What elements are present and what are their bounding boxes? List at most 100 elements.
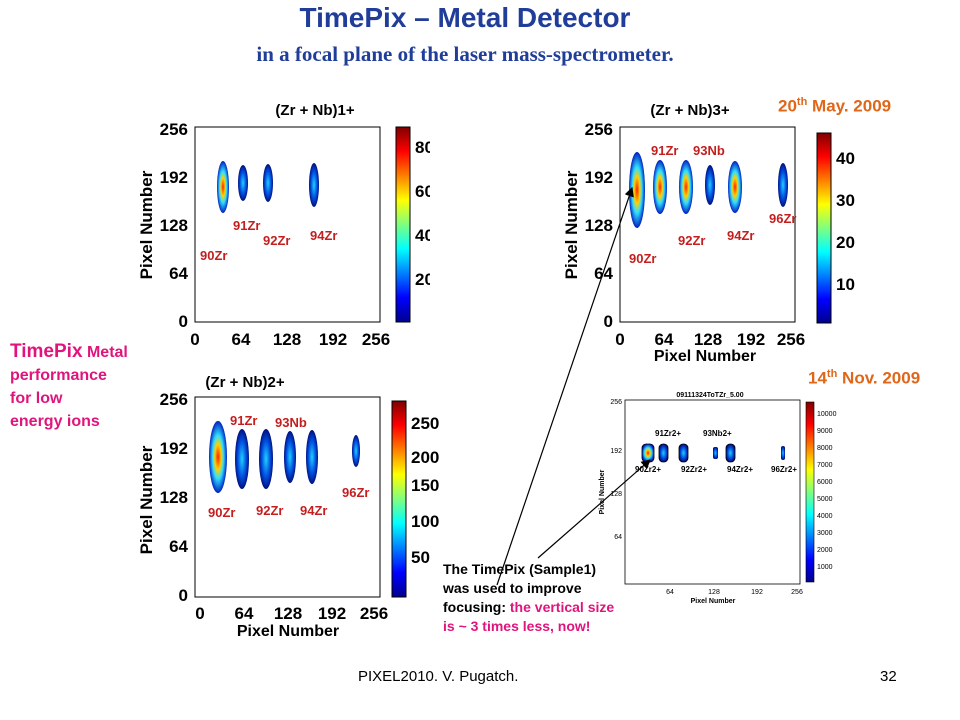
peak-label: 92Zr2+: [681, 465, 707, 474]
y-tick: 192: [585, 168, 613, 187]
peak-label: 93Nb: [693, 143, 725, 158]
heatmap-panel-1plus: (Zr + Nb)1+ 90Zr 91Zr 92Zr 94Zr 0 64 128…: [137, 102, 430, 349]
x-tick: 192: [319, 330, 347, 349]
date-suffix: th: [796, 96, 808, 108]
peak-92zr: [678, 443, 689, 463]
peak-label: 90Zr: [200, 248, 227, 263]
peak-96zr: [352, 435, 360, 467]
date-rest: Nov. 2009: [837, 368, 921, 388]
side-caption: TimePix Metal performance for low energy…: [10, 340, 190, 433]
peak-91zr: [235, 429, 249, 489]
y-axis-label: Pixel Number: [137, 170, 156, 279]
colorbar-tick: 7000: [817, 462, 833, 469]
side-caption-line1-rest: Metal: [82, 344, 128, 361]
footer-author: PIXEL2010. V. Pugatch.: [358, 668, 519, 685]
peaks: [209, 421, 360, 493]
x-tick: 256: [360, 604, 388, 623]
x-tick: 128: [708, 589, 720, 596]
x-axis-label: Pixel Number: [691, 598, 736, 605]
colorbar: [816, 132, 832, 324]
y-tick: 128: [610, 491, 622, 498]
note-line1: The TimePix (Sample1): [443, 561, 597, 577]
colorbar-tick: 200: [836, 233, 855, 252]
peak-91zr: [238, 165, 248, 201]
y-axis-label: Pixel Number: [599, 469, 606, 514]
colorbar: [805, 401, 815, 583]
colorbar-tick: 150: [411, 476, 439, 495]
side-caption-line4: energy ions: [10, 413, 100, 430]
plot-area: [194, 396, 381, 598]
y-tick: 192: [160, 168, 188, 187]
colorbar-tick: 50: [411, 548, 430, 567]
colorbar-tick: 80: [415, 138, 430, 157]
peak-91zr: [653, 160, 667, 214]
peak-92zr: [263, 164, 273, 202]
colorbar-tick: 3000: [817, 530, 833, 537]
peak-label: 96Zr: [769, 211, 796, 226]
peak-93nb: [705, 165, 715, 205]
x-tick: 128: [694, 330, 722, 349]
colorbar-tick: 6000: [817, 479, 833, 486]
date-day: 20: [778, 96, 797, 116]
date-day: 14: [808, 368, 827, 388]
peak-96zr: [781, 446, 785, 460]
colorbar-tick: 100: [836, 275, 855, 294]
x-axis-label: Pixel Number: [654, 348, 756, 365]
y-tick: 256: [160, 120, 188, 139]
peak-93nb: [284, 431, 296, 483]
colorbar-tick: 8000: [817, 445, 833, 452]
x-tick: 192: [318, 604, 346, 623]
plot-area: [619, 126, 796, 323]
note-line4: is ~ 3 times less, now!: [443, 618, 591, 634]
peak-90zr: [209, 421, 227, 493]
note-line3-pink: the vertical size: [509, 599, 615, 615]
peak-label: 92Zr: [256, 503, 283, 518]
y-tick: 256: [610, 399, 622, 406]
y-axis-label: Pixel Number: [562, 170, 581, 279]
peaks: [641, 443, 785, 463]
y-tick: 128: [585, 216, 613, 235]
date-may-2009: 20th May. 2009: [778, 96, 891, 117]
side-caption-line2: performance: [10, 367, 107, 384]
date-suffix: th: [826, 368, 838, 380]
peak-label: 91Zr2+: [655, 429, 681, 438]
colorbar: [391, 400, 407, 598]
date-rest: May. 2009: [807, 96, 892, 116]
x-tick: 192: [737, 330, 765, 349]
x-tick: 0: [615, 330, 624, 349]
page-number: 32: [880, 668, 897, 685]
peak-label: 90Zr: [629, 251, 656, 266]
x-tick: 128: [273, 330, 301, 349]
y-tick: 0: [179, 586, 188, 605]
peak-label: 93Nb: [275, 415, 307, 430]
colorbar-tick: 40: [415, 226, 430, 245]
peak-label: 92Zr: [263, 233, 290, 248]
colorbar-tick: 60: [415, 182, 430, 201]
peak-label: 93Nb2+: [703, 429, 732, 438]
y-tick: 256: [585, 120, 613, 139]
y-tick: 128: [160, 216, 188, 235]
y-tick: 128: [160, 488, 188, 507]
heatmap-panel-3plus: (Zr + Nb)3+ 90Zr 91Zr 92Zr 93Nb 94Zr 96Z…: [562, 102, 855, 365]
peak-93nb: [713, 447, 718, 459]
colorbar-tick: 9000: [817, 428, 833, 435]
colorbar-tick: 2000: [817, 547, 833, 554]
colorbar-tick: 1000: [817, 564, 833, 571]
plot-area: [624, 399, 801, 585]
y-tick: 64: [614, 534, 622, 541]
peak-94zr: [728, 161, 742, 213]
y-tick: 256: [160, 390, 188, 409]
plot-title: (Zr + Nb)2+: [205, 374, 284, 391]
peaks: [217, 161, 319, 213]
x-tick: 256: [362, 330, 390, 349]
plot-area: [194, 126, 381, 323]
peak-label: 94Zr: [310, 228, 337, 243]
slide-title: TimePix – Metal Detector: [299, 2, 631, 33]
peak-91zr: [658, 443, 669, 463]
y-axis-label: Pixel Number: [137, 445, 156, 554]
heatmap-panel-2plus: (Zr + Nb)2+ 90Zr 91Zr 92Zr 93Nb 94Zr 96Z…: [137, 374, 439, 640]
x-tick: 256: [791, 589, 803, 596]
peak-label: 91Zr: [651, 143, 678, 158]
colorbar-tick: 250: [411, 414, 439, 433]
x-tick: 256: [777, 330, 805, 349]
